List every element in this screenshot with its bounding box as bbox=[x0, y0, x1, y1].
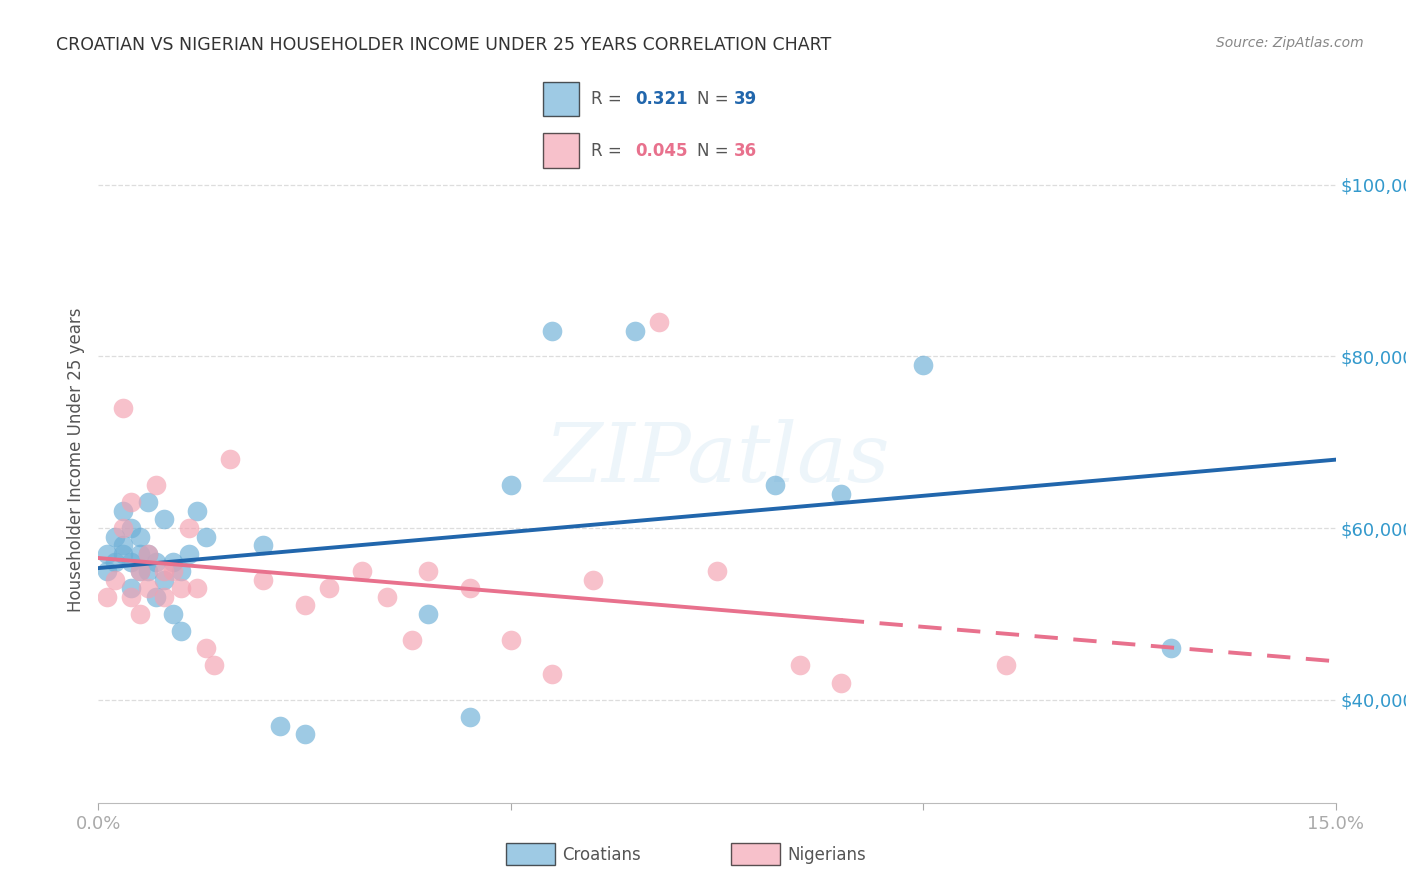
Point bbox=[153, 573, 176, 587]
Point bbox=[120, 590, 142, 604]
Point bbox=[120, 521, 142, 535]
FancyBboxPatch shape bbox=[543, 82, 579, 116]
Point bbox=[145, 478, 167, 492]
Point bbox=[162, 564, 184, 578]
Point bbox=[145, 555, 167, 570]
Point bbox=[112, 521, 135, 535]
Point bbox=[120, 555, 142, 570]
Point bbox=[499, 478, 522, 492]
Text: 0.045: 0.045 bbox=[636, 142, 688, 160]
Point bbox=[136, 581, 159, 595]
Point bbox=[128, 547, 150, 561]
Point bbox=[162, 607, 184, 621]
Point bbox=[830, 487, 852, 501]
Point bbox=[170, 581, 193, 595]
Text: Croatians: Croatians bbox=[562, 846, 641, 863]
Point bbox=[269, 718, 291, 732]
Point bbox=[112, 401, 135, 415]
Point bbox=[499, 632, 522, 647]
Point bbox=[582, 573, 605, 587]
Point bbox=[194, 641, 217, 656]
Point bbox=[202, 658, 225, 673]
Point bbox=[458, 710, 481, 724]
Point bbox=[401, 632, 423, 647]
Text: Source: ZipAtlas.com: Source: ZipAtlas.com bbox=[1216, 36, 1364, 50]
Text: R =: R = bbox=[591, 90, 627, 108]
Point bbox=[128, 564, 150, 578]
Point bbox=[830, 675, 852, 690]
Point bbox=[128, 564, 150, 578]
Text: 0.321: 0.321 bbox=[636, 90, 688, 108]
Point bbox=[112, 538, 135, 552]
Point bbox=[186, 581, 208, 595]
Point bbox=[375, 590, 398, 604]
Point bbox=[318, 581, 340, 595]
Point bbox=[120, 581, 142, 595]
Text: N =: N = bbox=[697, 90, 734, 108]
Point bbox=[112, 504, 135, 518]
Point bbox=[912, 358, 935, 372]
Point bbox=[112, 547, 135, 561]
Point bbox=[706, 564, 728, 578]
FancyBboxPatch shape bbox=[543, 134, 579, 168]
Point bbox=[120, 495, 142, 509]
Y-axis label: Householder Income Under 25 years: Householder Income Under 25 years bbox=[66, 307, 84, 612]
Point bbox=[153, 564, 176, 578]
Point bbox=[219, 452, 242, 467]
Text: Nigerians: Nigerians bbox=[787, 846, 866, 863]
Point bbox=[128, 530, 150, 544]
Text: 36: 36 bbox=[734, 142, 756, 160]
Point bbox=[162, 555, 184, 570]
Point bbox=[789, 658, 811, 673]
Point bbox=[418, 564, 440, 578]
Point bbox=[994, 658, 1017, 673]
Point bbox=[136, 495, 159, 509]
Point bbox=[541, 667, 564, 681]
Point bbox=[128, 607, 150, 621]
Point bbox=[623, 324, 645, 338]
Point bbox=[179, 547, 201, 561]
Point bbox=[194, 530, 217, 544]
Point bbox=[252, 573, 274, 587]
Point bbox=[294, 727, 316, 741]
Point bbox=[145, 590, 167, 604]
Point bbox=[136, 564, 159, 578]
Point bbox=[1160, 641, 1182, 656]
Point bbox=[294, 599, 316, 613]
Text: CROATIAN VS NIGERIAN HOUSEHOLDER INCOME UNDER 25 YEARS CORRELATION CHART: CROATIAN VS NIGERIAN HOUSEHOLDER INCOME … bbox=[56, 36, 831, 54]
Text: 39: 39 bbox=[734, 90, 758, 108]
Point bbox=[153, 512, 176, 526]
Point bbox=[252, 538, 274, 552]
Point bbox=[458, 581, 481, 595]
Point bbox=[96, 590, 118, 604]
Point bbox=[104, 530, 127, 544]
Point bbox=[179, 521, 201, 535]
Point bbox=[104, 573, 127, 587]
Point bbox=[418, 607, 440, 621]
Point bbox=[136, 547, 159, 561]
Point bbox=[352, 564, 374, 578]
Point bbox=[186, 504, 208, 518]
Point bbox=[170, 624, 193, 639]
Point bbox=[541, 324, 564, 338]
Point bbox=[104, 555, 127, 570]
Text: N =: N = bbox=[697, 142, 734, 160]
Point bbox=[136, 547, 159, 561]
Point bbox=[648, 315, 671, 329]
Point bbox=[170, 564, 193, 578]
Point bbox=[763, 478, 786, 492]
Point bbox=[96, 564, 118, 578]
Text: R =: R = bbox=[591, 142, 627, 160]
Point bbox=[153, 590, 176, 604]
Point bbox=[96, 547, 118, 561]
Text: ZIPatlas: ZIPatlas bbox=[544, 419, 890, 500]
